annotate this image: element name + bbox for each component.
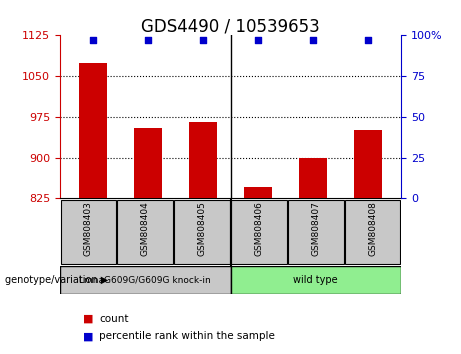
Bar [288,200,343,264]
Bar [189,122,217,198]
Bar [118,200,173,264]
Text: wild type: wild type [294,275,338,285]
Text: count: count [99,314,129,324]
Bar [345,200,401,264]
Bar [244,187,272,198]
Point [199,38,207,43]
Text: GSM808408: GSM808408 [368,201,377,256]
Bar [230,266,401,294]
Point [89,38,97,43]
Text: LmnaG609G/G609G knock-in: LmnaG609G/G609G knock-in [79,275,211,284]
Bar [355,130,382,198]
Bar [174,200,230,264]
Text: ■: ■ [83,314,94,324]
Bar [60,200,116,264]
Point [309,38,317,43]
Text: GDS4490 / 10539653: GDS4490 / 10539653 [141,18,320,36]
Text: GSM808406: GSM808406 [254,201,263,256]
Text: percentile rank within the sample: percentile rank within the sample [99,331,275,341]
Bar [60,266,230,294]
Bar [79,63,106,198]
Point [364,38,372,43]
Text: GSM808403: GSM808403 [84,201,93,256]
Text: GSM808405: GSM808405 [198,201,207,256]
Point [254,38,262,43]
Bar [299,158,327,198]
Bar [134,128,162,198]
Text: GSM808407: GSM808407 [311,201,320,256]
Bar [231,200,287,264]
Point [144,38,152,43]
Text: ■: ■ [83,331,94,341]
Text: GSM808404: GSM808404 [141,201,150,256]
Text: genotype/variation ▶: genotype/variation ▶ [5,275,108,285]
